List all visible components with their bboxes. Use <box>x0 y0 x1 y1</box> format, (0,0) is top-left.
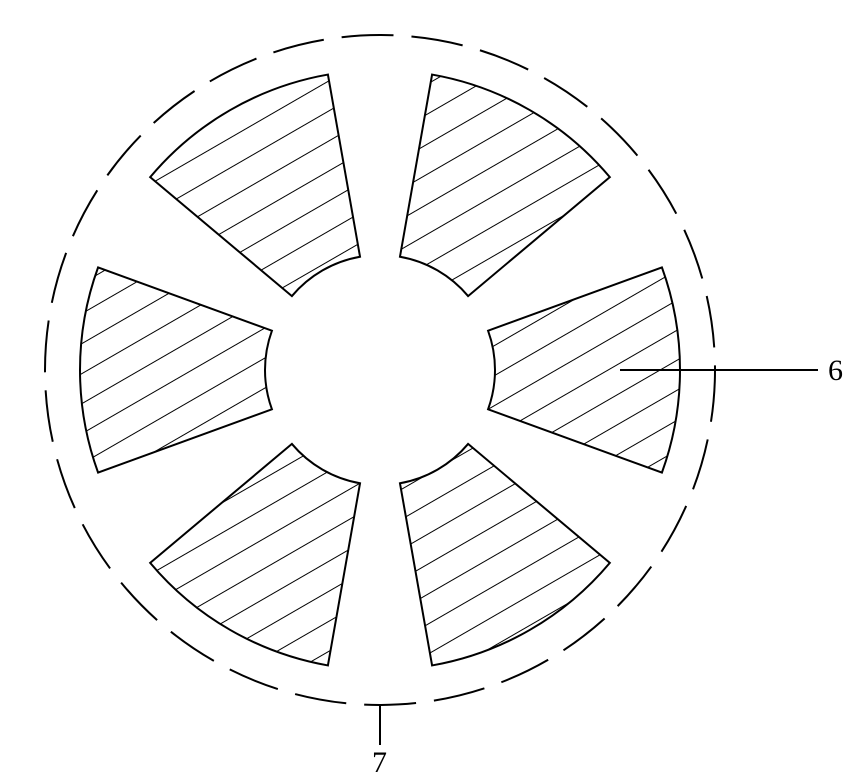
leader-6-label: 6 <box>828 354 843 387</box>
diagram-canvas: 67 <box>0 0 859 777</box>
leader-7-label: 7 <box>372 746 387 777</box>
leader-7: 7 <box>372 705 387 777</box>
